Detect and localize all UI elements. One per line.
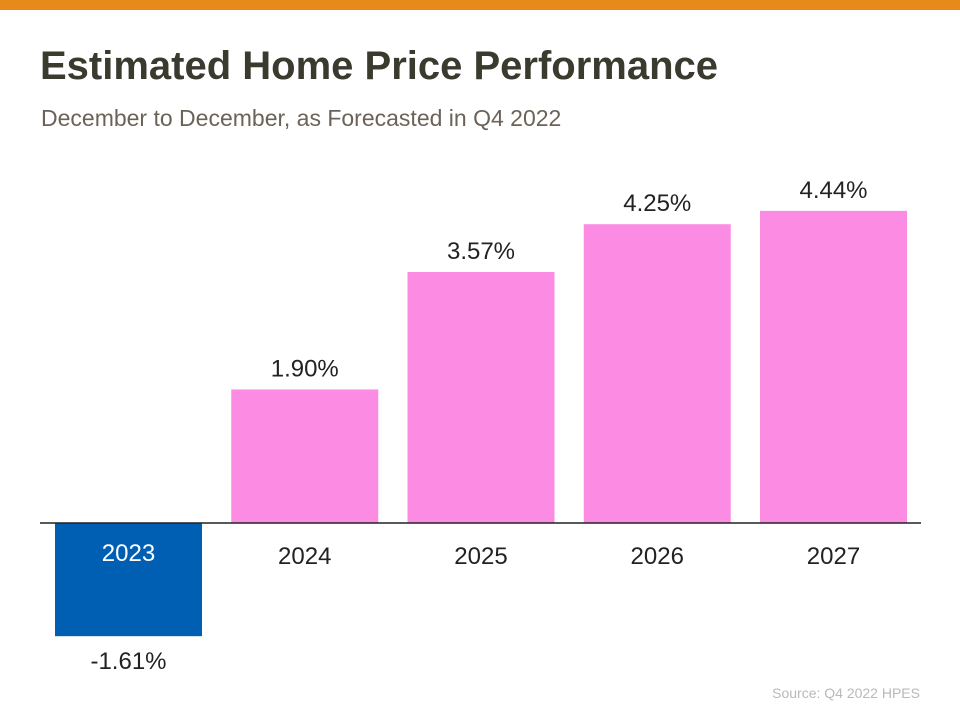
bar-2027 [760,210,907,524]
chart-title: Estimated Home Price Performance [40,44,719,88]
value-label-2024: 1.90% [271,355,339,382]
top-accent-bar [0,0,960,10]
source-note: Source: Q4 2022 HPES [772,685,920,701]
value-label-2027: 4.44% [799,177,867,204]
category-label-2023: 2023 [102,540,155,567]
value-label-2025: 3.57% [447,238,515,265]
value-label-2023: -1.61% [90,648,166,675]
bar-2025 [407,272,555,523]
value-label-2026: 4.25% [623,190,691,217]
bar-2026 [583,224,731,523]
category-label-2026: 2026 [631,543,684,570]
bar-2023 [55,523,202,637]
category-label-2027: 2027 [807,543,860,570]
category-label-2024: 2024 [278,543,331,570]
category-label-2025: 2025 [454,543,507,570]
chart-subtitle: December to December, as Forecasted in Q… [41,105,562,131]
bar-2024 [231,389,379,523]
